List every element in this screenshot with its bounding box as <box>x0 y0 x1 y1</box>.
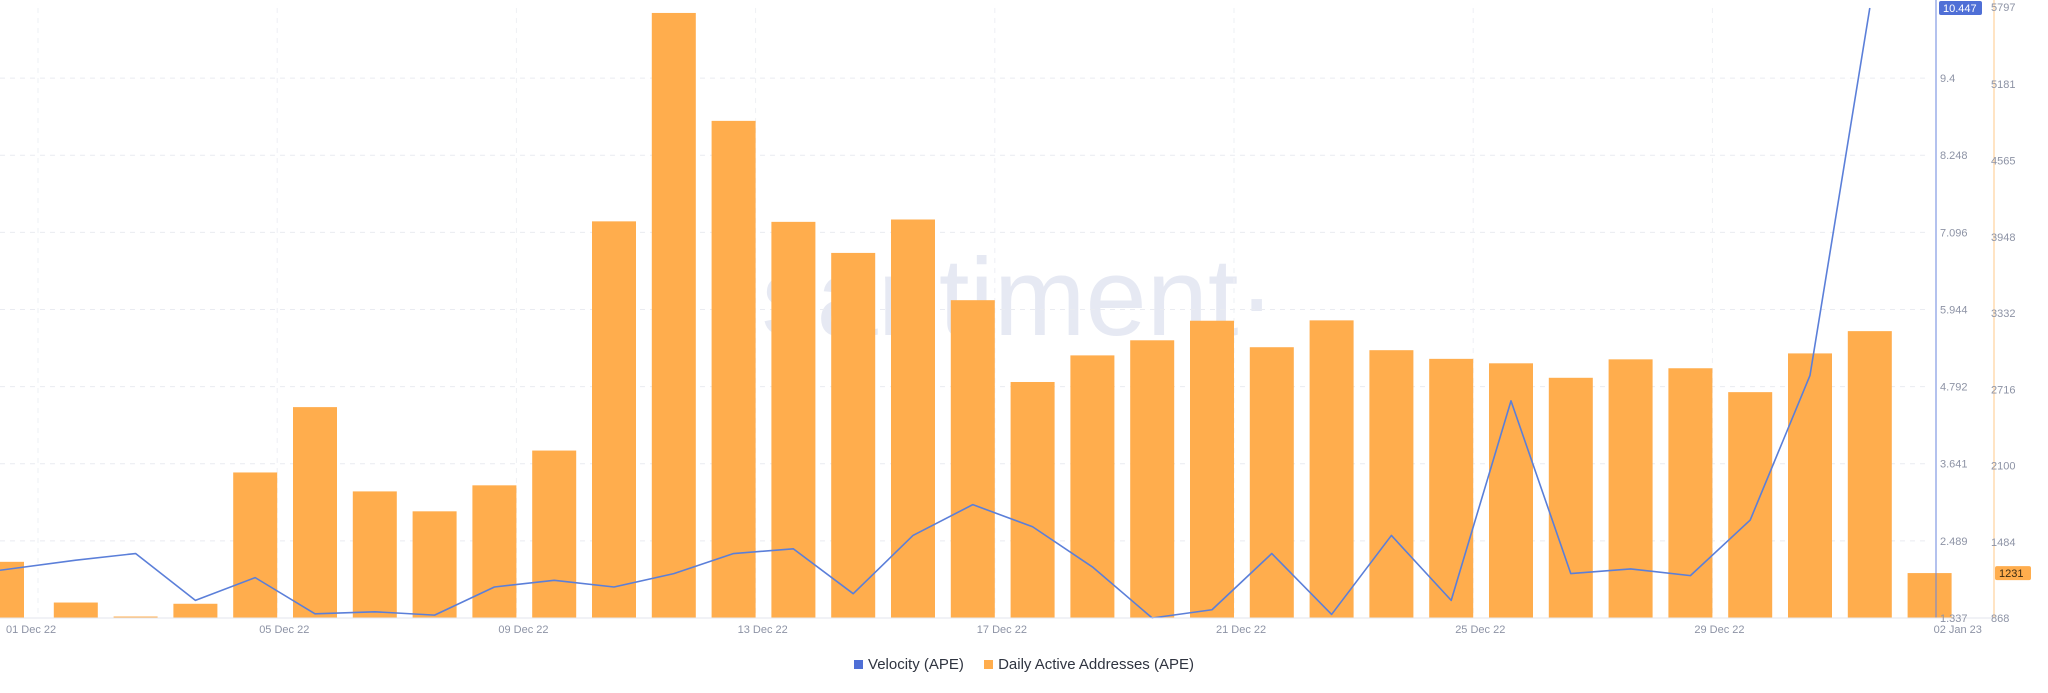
x-tick-label: 29 Dec 22 <box>1694 624 1744 636</box>
y-right-tick-label: 2716 <box>1991 384 2015 396</box>
y-left-tick-label: 4.792 <box>1940 382 1968 394</box>
daa-bar[interactable] <box>1190 320 1234 618</box>
y-right-tick-label: 5797 <box>1991 2 2015 14</box>
daa-bar[interactable] <box>412 511 457 618</box>
daa-bar[interactable] <box>651 12 696 618</box>
y-right-tick-label: 2100 <box>1991 461 2015 473</box>
daa-bar[interactable] <box>352 491 397 618</box>
x-tick-label: 09 Dec 22 <box>498 624 548 636</box>
daa-bar[interactable] <box>53 602 98 618</box>
y-left-tick-label: 1.337 <box>1940 613 1968 625</box>
legend-item-daa[interactable]: Daily Active Addresses (APE) <box>984 656 1194 673</box>
daa-bar[interactable] <box>1548 377 1593 618</box>
daa-bar[interactable] <box>233 472 278 618</box>
daa-bar[interactable] <box>532 450 577 618</box>
daa-bar[interactable] <box>592 221 636 619</box>
y-left-tick-label: 5.944 <box>1940 305 1968 317</box>
daa-bar[interactable] <box>1608 359 1653 618</box>
velocity-series-line[interactable] <box>0 7 1871 619</box>
y-left-tick-label: 9.4 <box>1940 73 1955 85</box>
daa-bar[interactable] <box>0 561 24 618</box>
y-left-tick-label: 8.248 <box>1940 150 1968 162</box>
y-right-tick-label: 4565 <box>1991 155 2015 167</box>
axes: 1.337 2.489 3.641 4.792 5.944 7.096 8.248 9.4 86… <box>0 0 2015 636</box>
daa-bar[interactable] <box>891 219 935 618</box>
daa-bar[interactable] <box>472 485 517 618</box>
daa-bar[interactable] <box>1489 363 1533 618</box>
x-tick-label: 02 Jan 23 <box>1934 624 1982 636</box>
x-tick-label: 17 Dec 22 <box>977 624 1027 636</box>
daa-bar[interactable] <box>771 221 816 618</box>
x-tick-label: 13 Dec 22 <box>738 624 788 636</box>
legend-swatch-daa <box>984 660 994 669</box>
legend-label-daa: Daily Active Addresses (APE) <box>998 656 1194 673</box>
y-right-tick-label: 3948 <box>1991 232 2015 244</box>
last-value-badges: 10.447 1231 <box>1939 1 2031 581</box>
daa-bar[interactable] <box>293 407 337 618</box>
daa-bar[interactable] <box>1249 347 1294 618</box>
legend: Velocity (APE) Daily Active Addresses (A… <box>0 656 2048 673</box>
daa-bar[interactable] <box>113 616 158 618</box>
velocity-last-value-text: 10.447 <box>1943 3 1977 15</box>
daa-bar[interactable] <box>1309 320 1354 618</box>
legend-item-velocity[interactable]: Velocity (APE) <box>854 656 964 673</box>
velocity-last-value-badge <box>1939 1 1982 15</box>
daa-bar[interactable] <box>1847 331 1892 618</box>
y-right-tick-label: 868 <box>1991 613 2009 625</box>
y-left-tick-label: 2.489 <box>1940 536 1968 548</box>
y-left-tick-label: 3.641 <box>1940 459 1968 471</box>
daa-bars <box>0 12 1952 619</box>
x-tick-label: 05 Dec 22 <box>259 624 309 636</box>
daa-bar[interactable] <box>950 300 995 618</box>
daa-bar[interactable] <box>1369 350 1414 618</box>
y-right-tick-label: 5181 <box>1991 79 2015 91</box>
daa-bar[interactable] <box>1668 368 1713 618</box>
y-right-tick-label: 1484 <box>1991 537 2015 549</box>
daa-bar[interactable] <box>1788 353 1832 618</box>
y-right-tick-label: 3332 <box>1991 308 2015 320</box>
daa-last-value-badge <box>1995 566 2031 581</box>
y-left-tick-label: 7.096 <box>1940 227 1968 239</box>
daa-bar[interactable] <box>1728 392 1773 618</box>
x-tick-label: 21 Dec 22 <box>1216 624 1266 636</box>
watermark: ·santiment· <box>725 236 1275 359</box>
daa-bar[interactable] <box>1130 340 1175 618</box>
legend-swatch-velocity <box>854 660 864 669</box>
x-tick-label: 01 Dec 22 <box>6 624 56 636</box>
daa-bar[interactable] <box>1429 358 1474 618</box>
daa-bar[interactable] <box>1070 355 1115 618</box>
daa-bar[interactable] <box>1010 381 1055 618</box>
legend-label-velocity: Velocity (APE) <box>868 656 964 673</box>
daa-last-value-text: 1231 <box>1999 568 2023 580</box>
velocity-line <box>0 7 1871 619</box>
daa-bar[interactable] <box>711 120 756 619</box>
x-tick-label: 25 Dec 22 <box>1455 624 1505 636</box>
daa-bar[interactable] <box>173 603 218 618</box>
daa-bar[interactable] <box>1907 573 1952 618</box>
daa-bar[interactable] <box>831 252 876 618</box>
